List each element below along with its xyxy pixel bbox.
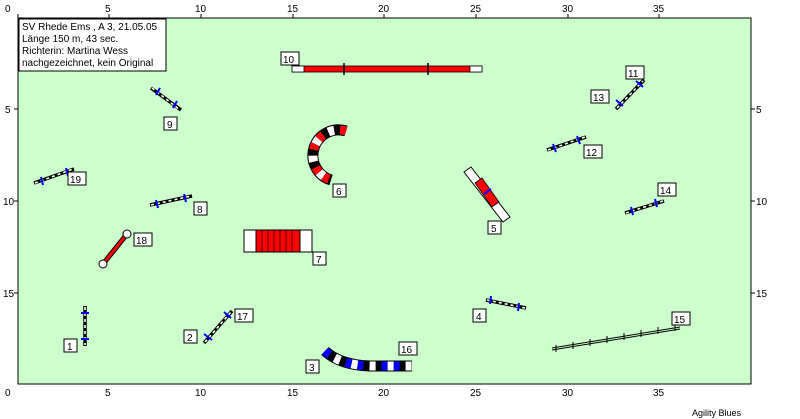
tire-18 [98, 229, 132, 269]
info-line-2: Länge 150 m, 43 sec. [22, 34, 118, 45]
x-tick-0: 0 [5, 4, 11, 15]
x-tick-20: 20 [378, 4, 390, 15]
x-tick-10: 10 [195, 4, 207, 15]
svg-text:15: 15 [674, 315, 686, 326]
x-tick-20-bottom: 20 [378, 388, 390, 399]
svg-text:1: 1 [67, 342, 73, 353]
jump-14 [624, 198, 665, 216]
svg-text:5: 5 [491, 224, 497, 235]
svg-text:8: 8 [197, 205, 203, 216]
label-6: 6 [332, 183, 347, 198]
y-tick-10-right: 10 [756, 197, 768, 208]
svg-text:4: 4 [476, 312, 482, 323]
label-8: 8 [193, 201, 208, 216]
label-13: 13 [590, 89, 610, 104]
label-17: 17 [234, 308, 254, 323]
x-tick-25-bottom: 25 [470, 388, 482, 399]
svg-text:16: 16 [401, 345, 413, 356]
x-tick-10-bottom: 10 [195, 388, 207, 399]
label-19: 19 [67, 171, 87, 186]
label-3: 3 [305, 359, 320, 374]
y-tick-15-left: 15 [3, 289, 15, 300]
x-tick-15: 15 [287, 4, 299, 15]
svg-text:3: 3 [309, 363, 315, 374]
a-frame-5 [463, 166, 511, 223]
svg-text:17: 17 [237, 312, 249, 323]
x-tick-15-bottom: 15 [287, 388, 299, 399]
tunnel-6 [307, 124, 348, 186]
svg-text:10: 10 [283, 55, 295, 66]
svg-text:14: 14 [660, 186, 672, 197]
label-9: 9 [163, 116, 178, 131]
svg-text:7: 7 [316, 255, 322, 266]
y-axis-labels: 5 10 15 5 10 15 [3, 105, 768, 300]
x-axis-labels-bottom: 0 5 10 15 20 25 30 35 [5, 388, 665, 399]
dog-walk-10 [291, 63, 483, 75]
label-11: 11 [625, 65, 645, 80]
jump-11-13 [614, 78, 646, 111]
x-tick-35: 35 [653, 4, 665, 15]
label-16: 16 [398, 341, 418, 356]
x-tick-35-bottom: 35 [653, 388, 665, 399]
info-line-3: Richterin: Martina Wess [22, 46, 128, 57]
x-tick-0-bottom: 0 [5, 388, 11, 399]
x-tick-30: 30 [562, 4, 574, 15]
label-7: 7 [312, 251, 327, 266]
number-labels: 1 2 3 4 5 6 7 8 [63, 51, 691, 374]
svg-text:18: 18 [136, 236, 148, 247]
jump-17 [202, 309, 234, 345]
label-4: 4 [472, 308, 487, 323]
y-tick-10-left: 10 [3, 197, 15, 208]
jump-8 [149, 193, 193, 209]
closed-tunnel-7 [243, 229, 313, 253]
label-12: 12 [583, 144, 603, 159]
x-tick-25: 25 [470, 4, 482, 15]
label-5: 5 [487, 220, 502, 235]
y-tick-5-left: 5 [5, 105, 11, 116]
label-1: 1 [63, 338, 78, 353]
tick-marks [14, 14, 755, 294]
label-2: 2 [183, 329, 198, 344]
y-tick-5-right: 5 [756, 105, 762, 116]
label-14: 14 [657, 182, 677, 197]
x-tick-5: 5 [105, 4, 111, 15]
svg-text:13: 13 [593, 93, 605, 104]
tunnel-3-16 [321, 346, 412, 372]
jump-1 [81, 306, 89, 346]
svg-text:9: 9 [167, 120, 173, 131]
info-line-4: nachgezeichnet, kein Original [22, 58, 153, 69]
credit-text: Agility Blues [692, 408, 742, 418]
jump-9 [149, 86, 183, 112]
x-tick-30-bottom: 30 [562, 388, 574, 399]
label-18: 18 [133, 232, 153, 247]
info-line-1: SV Rhede Ems , A 3, 21.05.05 [22, 22, 158, 33]
jump-4 [485, 295, 527, 312]
x-tick-5-bottom: 5 [105, 388, 111, 399]
x-axis-labels: 0 5 10 15 20 25 30 35 [5, 4, 665, 15]
info-box: SV Rhede Ems , A 3, 21.05.05 Länge 150 m… [18, 18, 167, 72]
svg-text:11: 11 [628, 69, 639, 80]
svg-text:2: 2 [187, 333, 193, 344]
label-15: 15 [671, 311, 691, 326]
svg-text:19: 19 [70, 175, 82, 186]
svg-text:12: 12 [586, 148, 598, 159]
y-tick-15-right: 15 [756, 289, 768, 300]
jump-12 [546, 135, 587, 153]
svg-text:6: 6 [336, 187, 342, 198]
label-10: 10 [280, 51, 300, 66]
weave-poles-15 [551, 324, 681, 352]
